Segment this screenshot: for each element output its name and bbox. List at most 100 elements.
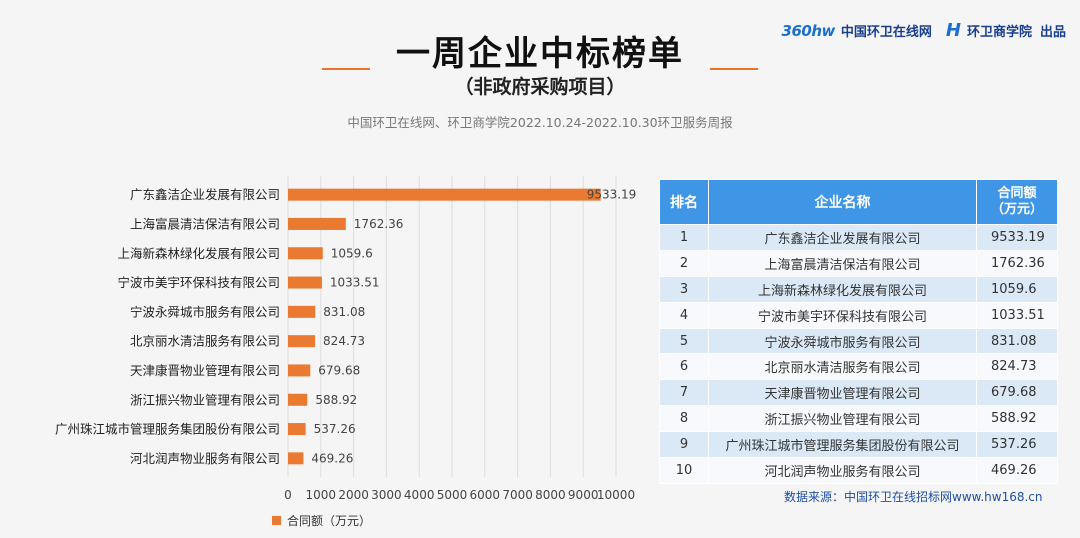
cell-amount: 1059.6 <box>976 275 1058 303</box>
school-name: 环卫商学院 <box>966 25 1032 40</box>
cell-amount: 9533.19 <box>976 224 1058 251</box>
bar <box>288 305 316 318</box>
cell-name: 宁波市美宇环保科技有限公司 <box>708 301 977 329</box>
cell-name: 天津康晋物业管理有限公司 <box>708 379 977 407</box>
page-title: 一周企业中标榜单 <box>396 34 684 74</box>
title-left-divider <box>322 68 370 70</box>
value-label: 831.08 <box>323 305 365 319</box>
x-tick-label: 2000 <box>338 488 369 502</box>
category-label: 宁波永舜城市服务有限公司 <box>130 304 280 319</box>
value-label: 1059.6 <box>331 246 373 260</box>
bar <box>288 335 316 348</box>
value-label: 9533.19 <box>587 188 637 202</box>
cell-rank: 8 <box>659 405 709 433</box>
table-row: 3 上海新森林绿化发展有限公司 1059.6 <box>659 275 1058 303</box>
table-row: 9 广州珠江城市管理服务集团股份有限公司 537.26 <box>659 431 1058 459</box>
table-row: 7 天津康晋物业管理有限公司 679.68 <box>659 379 1058 407</box>
title-right-divider <box>710 68 758 70</box>
x-tick-label: 0 <box>284 488 292 502</box>
cell-name: 上海新森林绿化发展有限公司 <box>708 275 977 303</box>
cell-amount: 588.92 <box>976 405 1058 433</box>
bar <box>288 217 346 230</box>
legend-swatch <box>272 516 281 525</box>
site-name: 中国环卫在线网 <box>840 25 932 40</box>
cell-amount: 537.26 <box>976 431 1058 459</box>
x-tick-label: 7000 <box>502 488 533 502</box>
cell-name: 浙江振兴物业管理有限公司 <box>708 405 977 433</box>
value-label: 1033.51 <box>330 276 380 290</box>
table-row: 1 广东鑫洁企业发展有限公司 9533.19 <box>659 224 1058 251</box>
cell-rank: 1 <box>659 224 709 251</box>
bar <box>288 364 311 377</box>
cell-name: 广东鑫洁企业发展有限公司 <box>708 224 977 251</box>
table-row: 2 上海富晨清洁保洁有限公司 1762.36 <box>659 249 1058 277</box>
cell-amount: 831.08 <box>976 327 1058 355</box>
cell-name: 北京丽水清洁服务有限公司 <box>708 353 977 381</box>
category-label: 上海富晨清洁保洁有限公司 <box>130 216 280 231</box>
cell-name: 广州珠江城市管理服务集团股份有限公司 <box>708 431 977 459</box>
bar <box>288 452 304 465</box>
data-source: 数据来源：中国环卫在线招标网www.hw168.cn <box>784 490 1043 504</box>
table-row: 4 宁波市美宇环保科技有限公司 1033.51 <box>659 301 1058 329</box>
cell-rank: 2 <box>659 249 709 277</box>
bar-chart: 0 1000 2000 3000 4000 5000 6000 7000 8000 9000100… <box>55 176 637 502</box>
value-label: 824.73 <box>323 334 365 348</box>
cell-rank: 4 <box>659 301 709 329</box>
header-amount: 合同额 （万元） <box>976 179 1058 225</box>
category-label: 北京丽水清洁服务有限公司 <box>130 334 280 349</box>
x-tick-label: 10000 <box>597 488 635 502</box>
header-rank: 排名 <box>659 179 709 225</box>
header-amount-line2: （万元） <box>990 202 1043 217</box>
x-tick-label: 3000 <box>371 488 402 502</box>
school-logo-icon: H <box>945 20 961 41</box>
bar <box>288 188 601 201</box>
x-tick-label: 4000 <box>404 488 435 502</box>
value-label: 1762.36 <box>354 217 404 231</box>
bar <box>288 276 322 289</box>
table-row: 10 河北润声物业服务有限公司 469.26 <box>659 457 1058 484</box>
cell-rank: 10 <box>659 457 709 484</box>
produced-label: 出品 <box>1039 25 1066 40</box>
cell-name: 宁波永舜城市服务有限公司 <box>708 327 977 355</box>
cell-rank: 6 <box>659 353 709 381</box>
cell-rank: 7 <box>659 379 709 407</box>
x-tick-label: 5000 <box>437 488 468 502</box>
bar <box>288 247 323 260</box>
category-label: 广州珠江城市管理服务集团股份有限公司 <box>55 422 280 437</box>
table-row: 6 北京丽水清洁服务有限公司 824.73 <box>659 353 1058 381</box>
value-label: 588.92 <box>315 393 357 407</box>
page-subtitle: （非政府采购项目） <box>454 76 626 98</box>
cell-amount: 824.73 <box>976 353 1058 381</box>
bar <box>288 423 306 436</box>
cell-name: 河北润声物业服务有限公司 <box>708 457 977 484</box>
value-label: 469.26 <box>311 451 353 465</box>
cell-amount: 1762.36 <box>976 249 1058 277</box>
header-name: 企业名称 <box>708 179 977 225</box>
x-tick-label: 6000 <box>470 488 501 502</box>
cell-amount: 1033.51 <box>976 301 1058 329</box>
cell-rank: 3 <box>659 275 709 303</box>
cell-amount: 679.68 <box>976 379 1058 407</box>
chart-legend: 合同额（万元） <box>272 512 371 529</box>
cell-rank: 5 <box>659 327 709 355</box>
category-label: 宁波市美宇环保科技有限公司 <box>117 275 280 290</box>
brand-header: 360hw 中国环卫在线网 H 环卫商学院 出品 <box>782 20 1066 41</box>
x-tick-label: 1000 <box>306 488 337 502</box>
x-tick-label: 8000 <box>535 488 566 502</box>
category-label: 浙江振兴物业管理有限公司 <box>130 392 280 407</box>
table-row: 5 宁波永舜城市服务有限公司 831.08 <box>659 327 1058 355</box>
source-line: 中国环卫在线网、环卫商学院2022.10.24-2022.10.30环卫服务周报 <box>347 115 733 130</box>
cell-name: 上海富晨清洁保洁有限公司 <box>708 249 977 277</box>
category-label: 河北润声物业服务有限公司 <box>130 451 280 466</box>
table-row: 8 浙江振兴物业管理有限公司 588.92 <box>659 405 1058 433</box>
value-label: 679.68 <box>318 363 360 377</box>
cell-amount: 469.26 <box>976 457 1058 484</box>
category-label: 广东鑫洁企业发展有限公司 <box>130 187 280 202</box>
category-label: 天津康晋物业管理有限公司 <box>130 363 280 378</box>
bar <box>288 393 308 406</box>
legend-label: 合同额（万元） <box>287 514 372 528</box>
logo-360hw: 360hw <box>781 21 836 40</box>
value-label: 537.26 <box>314 422 356 436</box>
cell-rank: 9 <box>659 431 709 459</box>
